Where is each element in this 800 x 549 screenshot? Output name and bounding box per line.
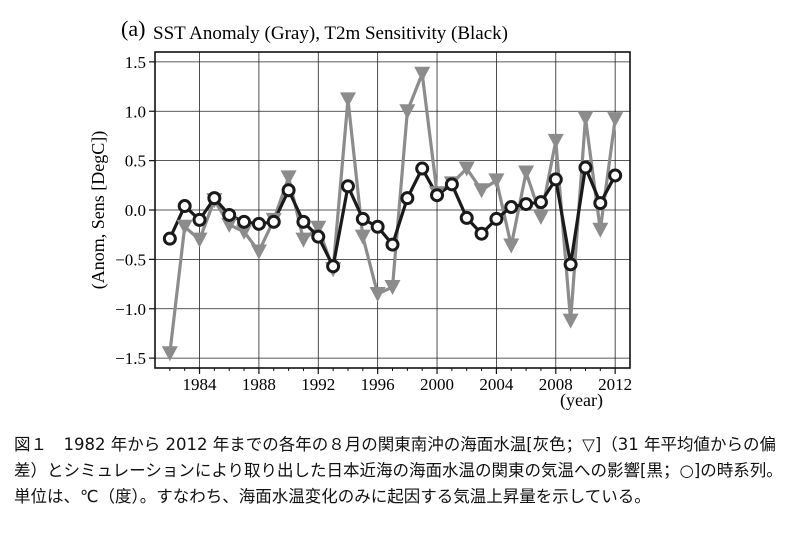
chart-title: SST Anomaly (Gray), T2m Sensitivity (Bla… <box>153 23 508 44</box>
x-tick-label: 2004 <box>479 375 514 394</box>
sst-anomaly-point <box>191 232 208 248</box>
y-tick-label: −0.5 <box>115 250 146 269</box>
t2m-sensitivity-point <box>504 200 519 215</box>
t2m-sensitivity-point <box>489 211 504 226</box>
t2m-sensitivity-point <box>400 191 415 206</box>
x-tick-label: 1992 <box>301 375 335 394</box>
x-tick-label: 2008 <box>539 375 573 394</box>
t2m-sensitivity-point <box>415 161 430 176</box>
sst-anomaly-point <box>310 220 327 236</box>
x-tick-label: 2000 <box>420 375 454 394</box>
sst-anomaly-point <box>280 170 297 186</box>
t2m-sensitivity-point <box>222 207 237 222</box>
sst-anomaly-point <box>518 165 535 181</box>
y-tick-label: −1.0 <box>115 300 146 319</box>
t2m-sensitivity-point <box>266 214 281 229</box>
x-axis-label: (year) <box>560 390 603 411</box>
t2m-sensitivity-point <box>237 214 252 229</box>
sst-anomaly-point <box>592 222 609 238</box>
sst-anomaly-point <box>458 161 475 177</box>
t2m-sensitivity-point <box>578 160 593 175</box>
sst-anomaly-point <box>354 229 371 245</box>
t2m-sensitivity-point <box>519 197 534 212</box>
t2m-sensitivity-point <box>192 212 207 227</box>
sst-anomaly-point <box>547 133 564 149</box>
sst-anomaly-point <box>503 238 520 254</box>
t2m-sensitivity-point <box>207 191 222 206</box>
t2m-sensitivity-point <box>296 214 311 229</box>
t2m-sensitivity-point <box>459 210 474 225</box>
sst-anomaly-point <box>562 313 579 329</box>
x-tick-label: 1988 <box>242 375 276 394</box>
sst-anomaly-point <box>161 346 178 362</box>
sst-anomaly-line <box>168 72 617 354</box>
t2m-sensitivity-point <box>251 216 266 231</box>
figure-caption: 図１ 1982 年から 2012 年までの各年の８月の関東南沖の海面水温[灰色；… <box>14 435 783 506</box>
sst-anomaly-point <box>176 219 193 235</box>
sst-anomaly-point <box>473 183 490 199</box>
sst-anomaly-point <box>221 217 238 233</box>
x-tick-label: 1984 <box>183 375 218 394</box>
x-tick-label: 2012 <box>598 375 632 394</box>
sst-anomaly-point <box>295 232 312 248</box>
t2m-sensitivity-point <box>593 196 608 211</box>
sst-anomaly-point <box>577 111 594 127</box>
series-layer <box>161 66 624 362</box>
t2m-sensitivity-point <box>444 177 459 192</box>
panel-label: (a) <box>121 16 145 41</box>
t2m-sensitivity-point <box>370 219 385 234</box>
sst-anomaly-point <box>399 104 416 120</box>
t2m-sensitivity-point <box>355 211 370 226</box>
y-axis-label: (Anom, Sens [DegC]) <box>88 131 109 289</box>
t2m-sensitivity-point <box>563 257 578 272</box>
t2m-sensitivity-point <box>430 188 445 203</box>
x-tick-label: 1996 <box>361 375 395 394</box>
y-tick-label: 0.0 <box>125 201 146 220</box>
t2m-sensitivity-point <box>177 199 192 214</box>
t2m-sensitivity-point <box>608 168 623 183</box>
sst-anomaly-point <box>488 173 505 189</box>
t2m-sensitivity-point <box>474 226 489 241</box>
y-tick-label: 1.5 <box>125 53 146 72</box>
sst-anomaly-point <box>369 286 386 302</box>
sst-anomaly-point <box>414 66 431 82</box>
sst-anomaly-point <box>250 244 267 260</box>
sst-anomaly-point <box>384 280 401 296</box>
axis-ticks: 1984 1988 1992 1996 2000 2004 2008 2012 −1.5 −1.0… <box>115 53 632 394</box>
sst-anomaly-point <box>236 224 253 240</box>
t2m-sensitivity-point <box>281 183 296 198</box>
t2m-sensitivity-point <box>340 179 355 194</box>
t2m-sensitivity-point <box>311 229 326 244</box>
sst-anomaly-point <box>339 92 356 108</box>
y-tick-label: −1.5 <box>115 349 146 368</box>
t2m-sensitivity-point <box>162 231 177 246</box>
t2m-sensitivity-point <box>326 259 341 274</box>
y-tick-label: 1.0 <box>125 102 146 121</box>
sst-anomaly-point <box>532 209 549 225</box>
sst-anomaly-point <box>607 112 624 128</box>
y-tick-label: 0.5 <box>125 152 146 171</box>
t2m-sensitivity-point <box>385 237 400 252</box>
t2m-sensitivity-point <box>548 172 563 187</box>
chart: (a) SST Anomaly (Gray), T2m Sensitivity … <box>88 16 632 411</box>
t2m-sensitivity-point <box>533 195 548 210</box>
